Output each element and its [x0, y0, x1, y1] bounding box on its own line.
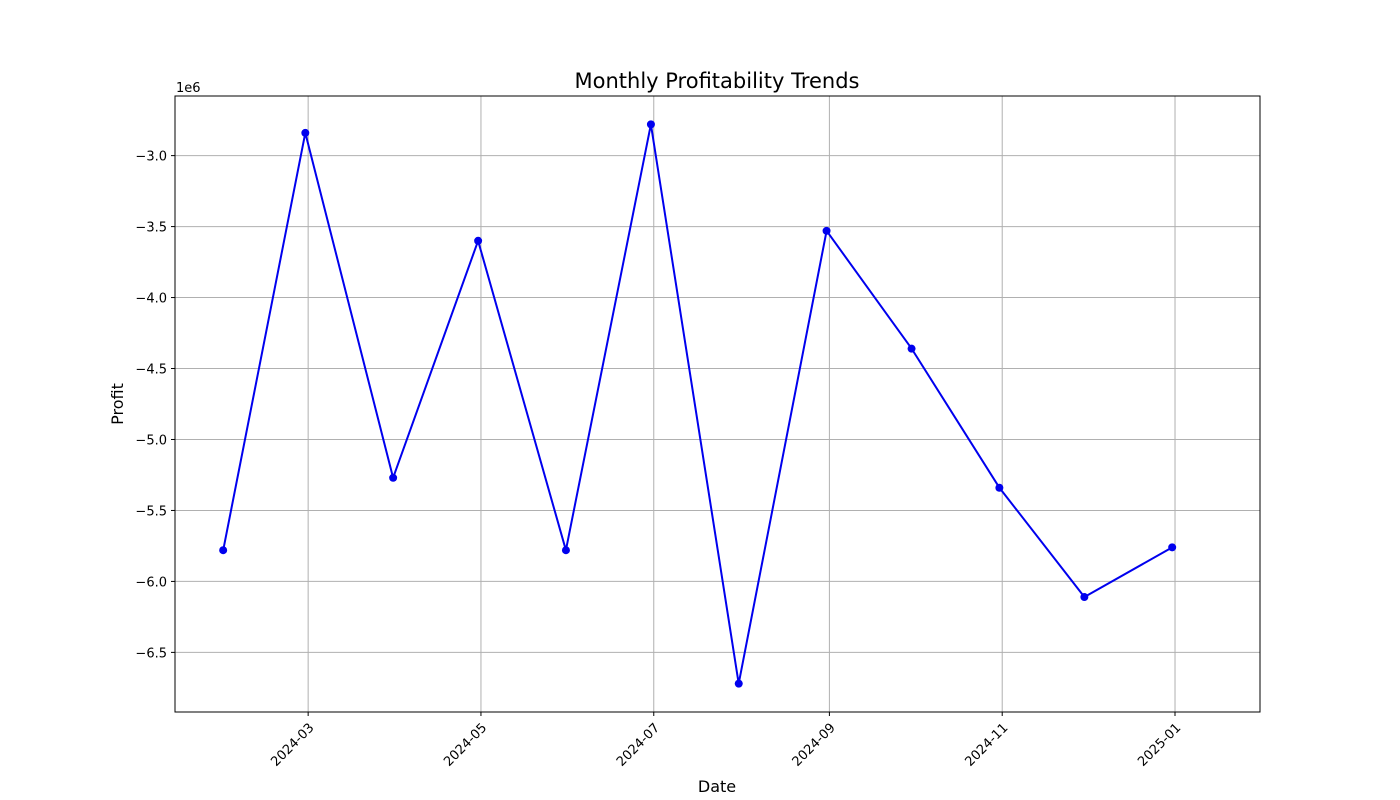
series-line — [222, 123, 1173, 685]
y-axis-label: Profit — [108, 383, 127, 425]
x-tick-label: 2024-09 — [790, 721, 839, 770]
y-tick-label: −6.0 — [135, 575, 167, 590]
plot-area-frame — [174, 95, 1261, 713]
x-tick-label: 2024-11 — [962, 721, 1011, 770]
data-point — [561, 546, 570, 555]
chart-title: Monthly Profitability Trends — [575, 69, 860, 93]
series-layer — [219, 120, 1177, 688]
data-point — [219, 546, 228, 555]
x-tick-label: 2024-05 — [441, 721, 490, 770]
y-tick-label: −5.0 — [135, 433, 167, 448]
y-tick-label: −4.5 — [135, 363, 167, 378]
data-point — [389, 473, 398, 482]
y-axis-offset-label: 1e6 — [176, 81, 201, 96]
grid — [175, 96, 1260, 712]
y-tick-label: −3.5 — [135, 221, 167, 236]
data-point — [995, 483, 1004, 492]
x-axis-label: Date — [698, 777, 736, 796]
x-tick-label: 2024-03 — [268, 721, 317, 770]
data-point — [474, 236, 483, 245]
data-point — [646, 120, 655, 129]
y-tick-label: −4.0 — [135, 292, 167, 307]
data-point — [822, 226, 831, 235]
data-point — [1168, 543, 1177, 552]
data-point — [301, 128, 310, 137]
data-point — [734, 679, 743, 688]
x-tick-label: 2024-07 — [614, 721, 663, 770]
data-point — [907, 344, 916, 353]
y-tick-label: −5.5 — [135, 504, 167, 519]
axes-ticks: −3.0 −3.5 −4.0 −4.5 −5.0 −5.5 −6.0 −6.5 2024-03 2… — [135, 150, 1184, 770]
data-point — [1080, 593, 1089, 602]
y-tick-label: −3.0 — [135, 150, 167, 165]
y-tick-label: −6.5 — [135, 646, 167, 661]
x-tick-label: 2025-01 — [1135, 721, 1184, 770]
